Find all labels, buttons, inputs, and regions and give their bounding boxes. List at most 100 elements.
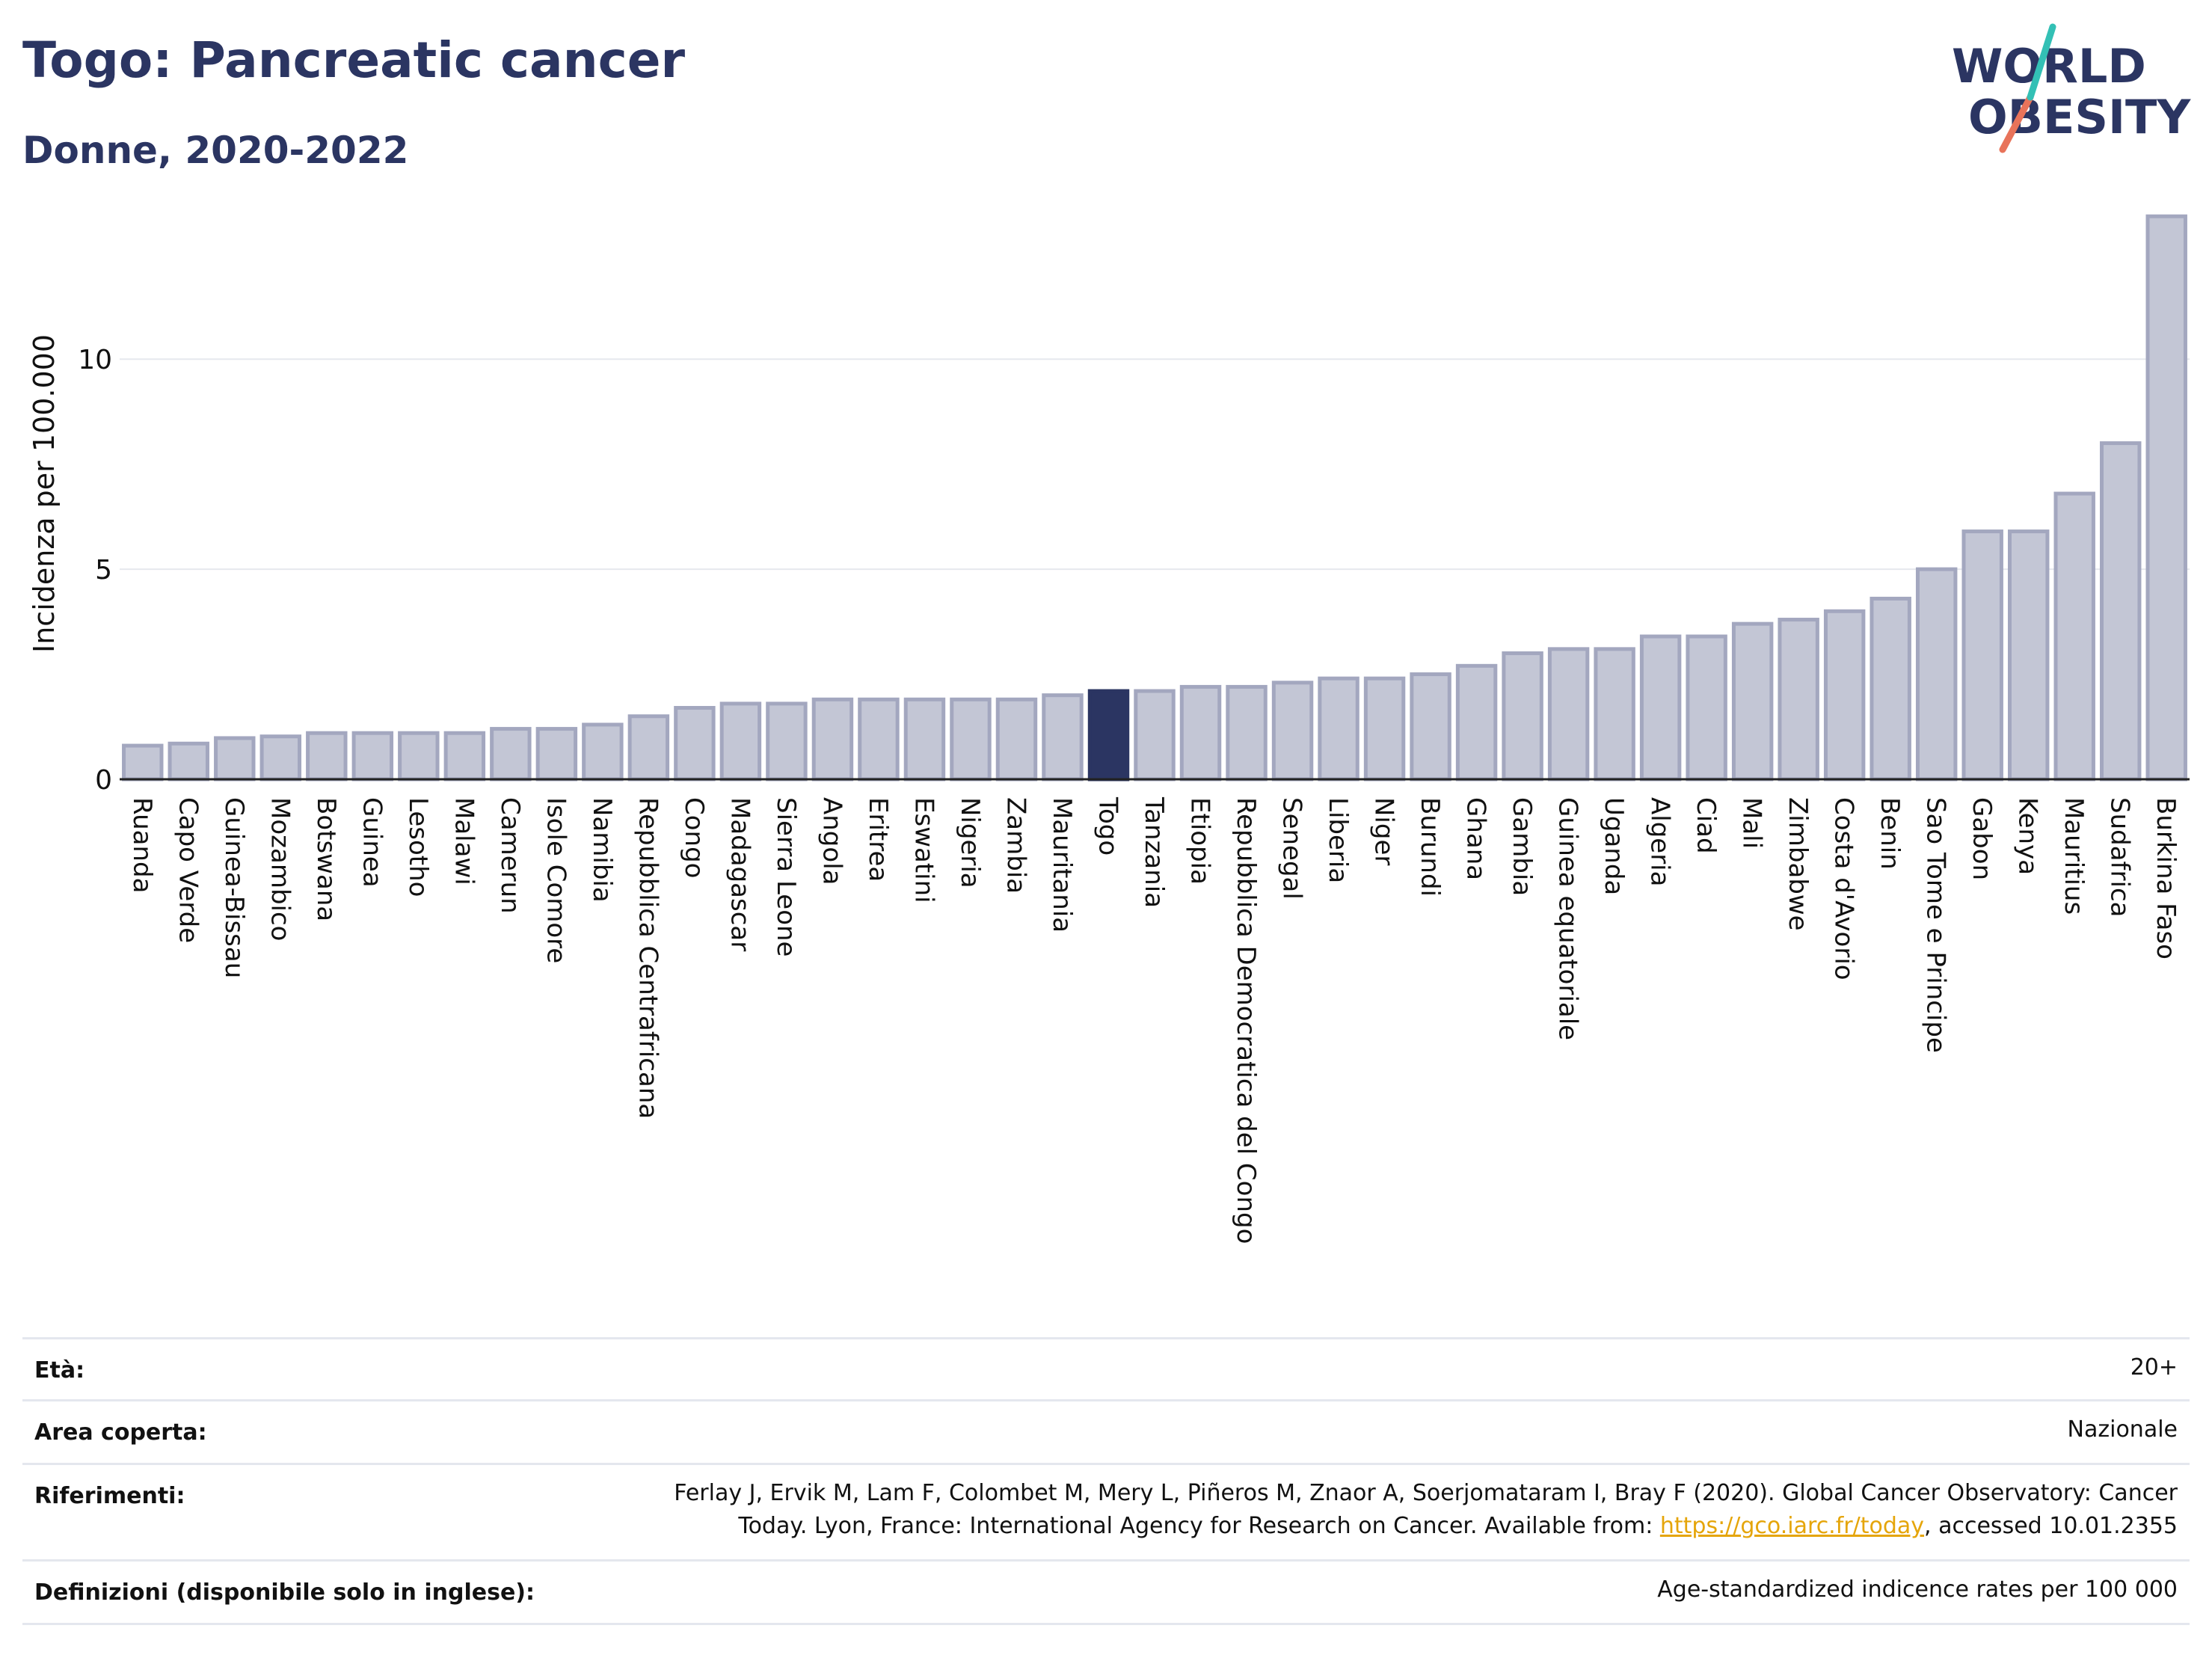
grid-lines: [120, 358, 2190, 571]
x-tick-label: Madagascar: [725, 797, 755, 951]
meta-row-area: Area coperta: Nazionale: [22, 1399, 2190, 1463]
bar-repubblica-democratica-del-congo[interactable]: [1226, 684, 1268, 782]
bar-malawi[interactable]: [443, 731, 486, 782]
x-tick-label: Congo: [679, 797, 709, 878]
bar-angola[interactable]: [811, 697, 854, 782]
x-tick-label: Capo Verde: [173, 797, 203, 943]
x-tick-label: Botswana: [311, 797, 341, 921]
bar-niger[interactable]: [1363, 676, 1406, 782]
bar-gabon[interactable]: [1961, 529, 2003, 782]
x-tick-label: Eritrea: [863, 797, 893, 882]
bar-capo-verde[interactable]: [168, 741, 209, 782]
chart-subtitle: Donne, 2020-2022: [22, 129, 409, 172]
x-tick-label: Repubblica Democratica del Congo: [1231, 797, 1261, 1244]
bar-uganda[interactable]: [1594, 647, 1635, 782]
bar-guinea-bissau[interactable]: [214, 736, 256, 782]
bar-burundi[interactable]: [1410, 672, 1451, 782]
meta-ref-label: Riferimenti:: [34, 1483, 185, 1509]
bar-zimbabwe[interactable]: [1778, 618, 1819, 782]
bar-burkina-faso[interactable]: [2145, 214, 2187, 782]
bar-senegal[interactable]: [1271, 681, 1314, 782]
x-tick-label: Etiopia: [1185, 797, 1215, 885]
bar-sierra-leone[interactable]: [766, 701, 808, 782]
bar-ghana[interactable]: [1455, 663, 1498, 782]
bar-benin[interactable]: [1870, 596, 1911, 782]
bar-sudafrica[interactable]: [2100, 441, 2142, 782]
x-tick-label: Nigeria: [955, 797, 985, 888]
meta-area-label: Area coperta:: [34, 1419, 207, 1446]
bar-gambia[interactable]: [1502, 651, 1543, 782]
bar-kenya[interactable]: [2007, 529, 2050, 782]
x-tick-label: Ghana: [1461, 797, 1491, 880]
chart-title: Togo: Pancreatic cancer: [22, 31, 686, 89]
bar-algeria[interactable]: [1639, 634, 1682, 782]
x-tick-label: Kenya: [2013, 797, 2043, 875]
x-tick-label: Zimbabwe: [1783, 797, 1813, 931]
bar-namibia[interactable]: [582, 722, 624, 782]
bar-repubblica-centrafricana[interactable]: [627, 714, 670, 782]
bar-eswatini[interactable]: [903, 697, 946, 782]
meta-row-definitions: Definizioni (disponibile solo in inglese…: [22, 1559, 2190, 1625]
bar-etiopia[interactable]: [1179, 684, 1222, 782]
x-tick-label: Camerun: [495, 797, 525, 914]
y-tick-label: 10: [78, 345, 112, 375]
x-tick-label: Sudafrica: [2105, 797, 2135, 917]
x-tick-label: Tanzania: [1139, 796, 1169, 908]
x-tick-labels: Ruanda Capo Verde Guinea-Bissau Mozambico Bo…: [127, 796, 2181, 1244]
x-tick-label: Burundi: [1415, 797, 1445, 897]
bar-guinea[interactable]: [351, 731, 394, 782]
bar-mali[interactable]: [1731, 621, 1774, 782]
y-tick-label: 0: [95, 765, 112, 796]
x-tick-label: Mozambico: [265, 797, 295, 941]
meta-def-value: Age-standardized indicence rates per 100…: [1657, 1576, 2178, 1603]
x-tick-label: Mali: [1737, 797, 1767, 849]
bar-eritrea[interactable]: [858, 697, 900, 782]
meta-ref-value: Ferlay J, Ervik M, Lam F, Colombet M, Me…: [674, 1477, 2178, 1543]
x-tick-label: Guinea equatoriale: [1553, 797, 1583, 1040]
logo-slash-teal: [2027, 23, 2056, 101]
bar-costa-d-avorio[interactable]: [1823, 609, 1866, 782]
y-axis-label: Incidenza per 100.000: [28, 334, 61, 653]
bar-tanzania[interactable]: [1134, 689, 1176, 782]
meta-def-label: Definizioni (disponibile solo in inglese…: [34, 1579, 535, 1606]
meta-row-age: Età: 20+: [22, 1337, 2190, 1399]
x-tick-label: Zambia: [1001, 797, 1030, 894]
x-tick-label: Eswatini: [909, 797, 938, 903]
bar-ciad[interactable]: [1686, 634, 1727, 782]
bar-zambia[interactable]: [995, 697, 1038, 782]
x-tick-label: Burkina Faso: [2151, 797, 2181, 959]
bar-madagascar[interactable]: [719, 701, 762, 782]
bar-togo[interactable]: [1087, 689, 1130, 782]
x-tick-label: Mauritius: [2059, 797, 2089, 915]
x-tick-label: Costa d'Avorio: [1829, 797, 1859, 980]
bar-lesotho[interactable]: [398, 731, 440, 782]
x-tick-label: Ruanda: [127, 797, 157, 893]
x-tick-label: Mauritania: [1047, 797, 1077, 933]
meta-age-label: Età:: [34, 1357, 85, 1384]
logo-slash-coral: [1999, 93, 2034, 153]
bar-botswana[interactable]: [306, 731, 348, 782]
bar-congo[interactable]: [674, 706, 716, 782]
y-tick-label: 5: [95, 555, 112, 586]
world-obesity-logo: WORLD OBESITY: [1952, 23, 2191, 153]
x-tick-label: Sierra Leone: [771, 797, 801, 957]
meta-row-references: Riferimenti: Ferlay J, Ervik M, Lam F, C…: [22, 1463, 2190, 1559]
bar-camerun[interactable]: [490, 727, 532, 782]
x-tick-label: Gabon: [1967, 797, 1997, 880]
meta-ref-line2-pre: Today. Lyon, France: International Agenc…: [738, 1513, 1660, 1539]
bar-sao-tome-e-principe[interactable]: [1915, 567, 1958, 782]
logo-line2: OBESITY: [1968, 90, 2191, 144]
meta-ref-line2: Today. Lyon, France: International Agenc…: [674, 1510, 2178, 1543]
meta-ref-link[interactable]: https://gco.iarc.fr/today: [1659, 1513, 1925, 1539]
bar-nigeria[interactable]: [950, 697, 992, 782]
bar-guinea-equatoriale[interactable]: [1547, 647, 1590, 782]
bar-mauritius[interactable]: [2053, 491, 2095, 782]
bar-mozambico[interactable]: [259, 734, 302, 782]
bar-mauritania[interactable]: [1042, 693, 1084, 782]
x-tick-label: Namibia: [587, 797, 617, 903]
bar-isole-comore[interactable]: [535, 727, 578, 782]
bar-liberia[interactable]: [1318, 676, 1360, 782]
x-tick-label: Sao Tome e Principe: [1921, 797, 1951, 1053]
bar-ruanda[interactable]: [122, 743, 164, 782]
metadata-table: Età: 20+ Area coperta: Nazionale Riferim…: [22, 1337, 2190, 1625]
